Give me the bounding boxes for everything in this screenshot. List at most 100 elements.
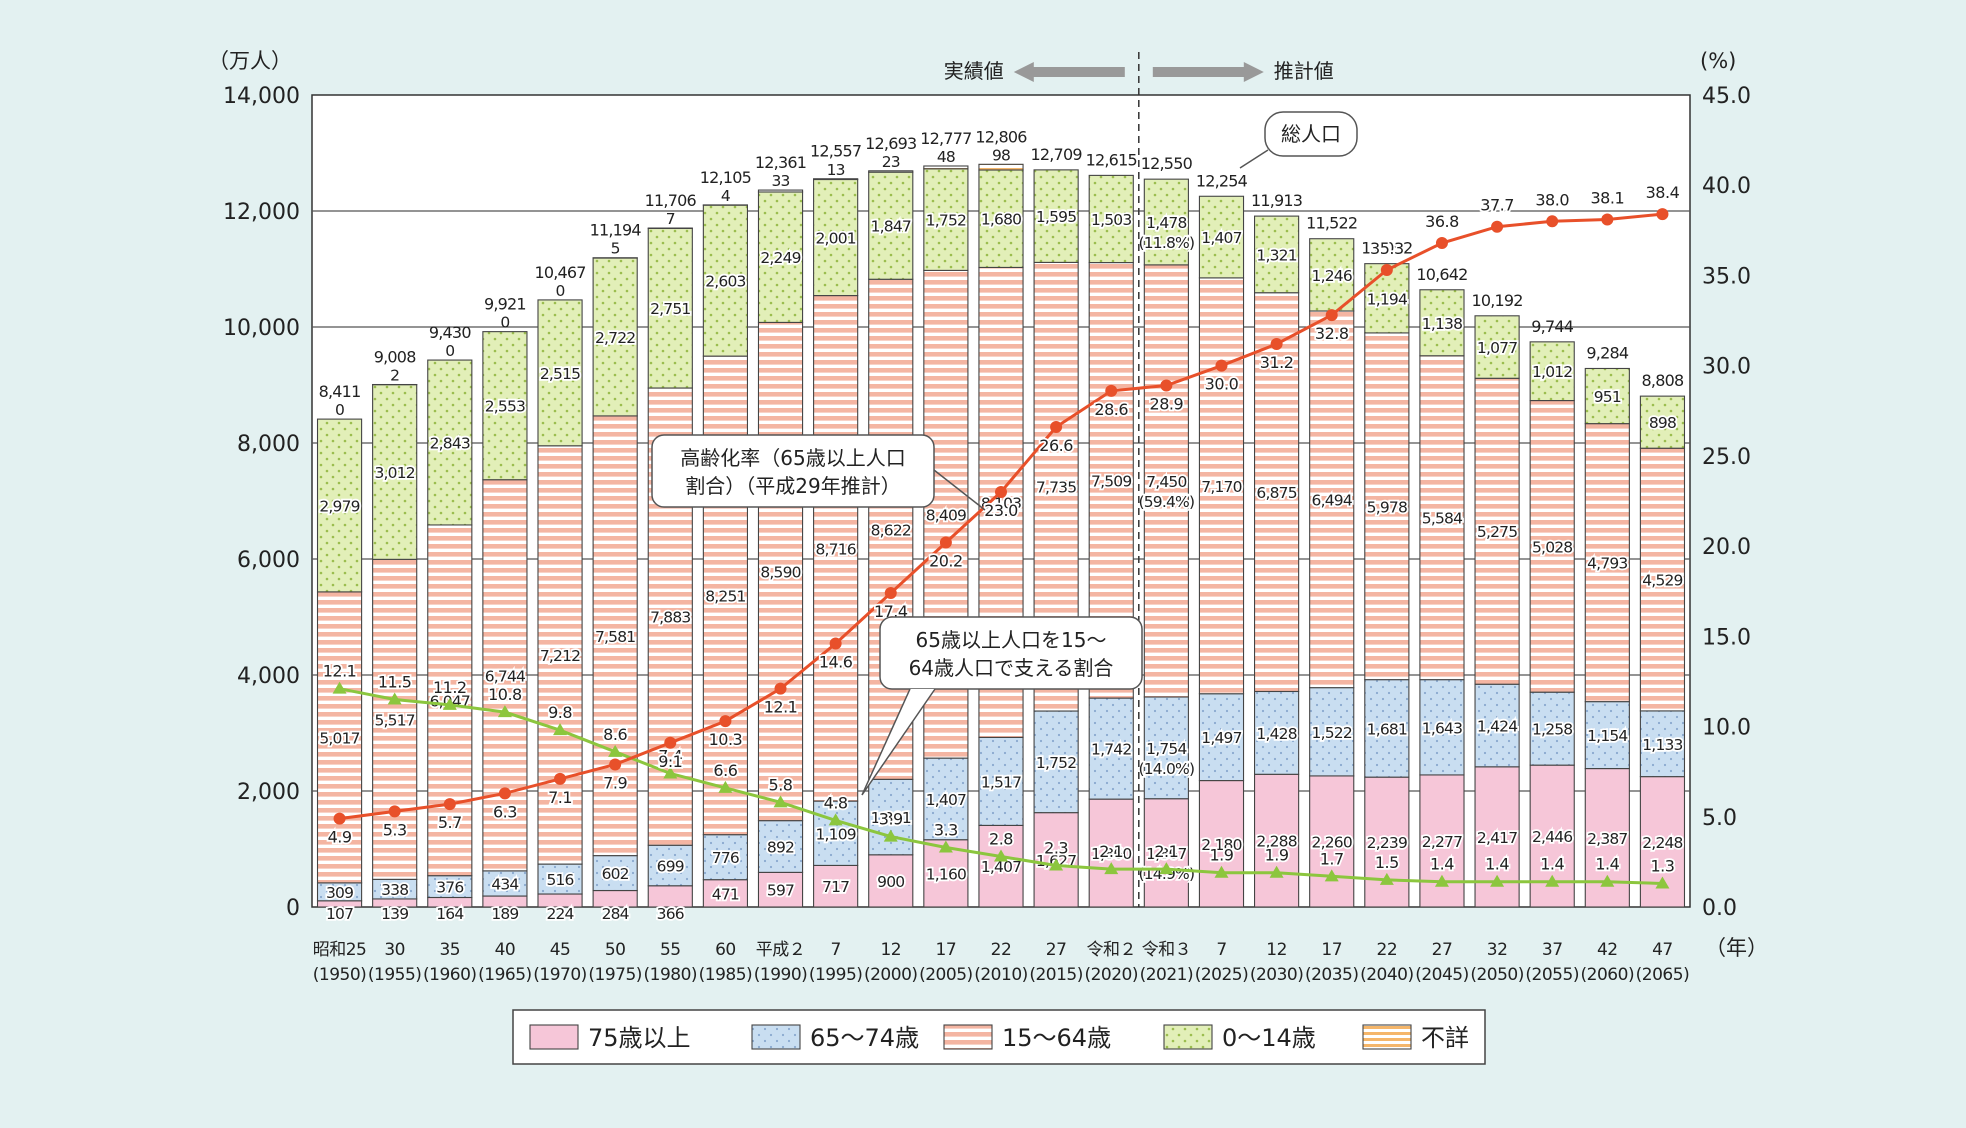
bar-label-s65: 516	[546, 871, 573, 889]
point-aging	[499, 787, 511, 799]
bar-label-s65: 1,497	[1201, 729, 1241, 747]
bar-label-s15: 6,744	[485, 667, 525, 685]
legend-label-s65: 65～74歳	[810, 1024, 919, 1052]
x-tick-era: 37	[1542, 940, 1563, 960]
bar-label-s15: 4,793	[1587, 555, 1627, 573]
point-label-support: 1.5	[1375, 853, 1399, 872]
point-aging	[1160, 380, 1172, 392]
point-label-aging: 28.9	[1150, 395, 1184, 414]
point-aging	[664, 737, 676, 749]
support-callout-text: 64歳人口で支える割合	[909, 656, 1114, 680]
total-label: 10,642	[1416, 265, 1467, 284]
bar-label-un: 7	[666, 210, 675, 228]
bar-label-un: 98	[992, 146, 1010, 164]
x-tick-era: 50	[605, 940, 626, 960]
point-aging	[1326, 309, 1338, 321]
bar-label-s0: 1,595	[1036, 208, 1076, 226]
x-tick-year: (2025)	[1195, 965, 1249, 985]
point-label-aging: 32.8	[1315, 324, 1349, 343]
bar-label-s75: 2,387	[1587, 830, 1627, 848]
bar-label-un: 48	[937, 148, 955, 166]
legend-swatch-s15	[944, 1025, 992, 1049]
point-aging	[775, 683, 787, 695]
bar-label-s75: 189	[491, 905, 518, 923]
point-label-support: 4.8	[824, 793, 848, 812]
bar-label-s75: 717	[822, 878, 849, 896]
total-label: 11,706	[645, 191, 697, 210]
bar-label-s0: 2,979	[319, 497, 359, 515]
point-label-aging: 26.6	[1039, 436, 1073, 455]
bar-label-s65: 376	[436, 879, 463, 897]
bar-label-s65: 1,428	[1256, 725, 1296, 743]
x-tick-year: (2045)	[1415, 965, 1469, 985]
point-label-support: 3.9	[879, 810, 903, 829]
point-label-aging: 7.9	[603, 773, 627, 792]
x-tick-era: 平成２	[756, 940, 806, 960]
y-right-tick: 30.0	[1702, 355, 1751, 380]
y-right-tick: 45.0	[1702, 84, 1751, 109]
bar-label-s15: 5,978	[1367, 498, 1407, 516]
x-tick-era: 27	[1432, 940, 1453, 960]
y-left-tick: 12,000	[223, 200, 300, 225]
bar-label-s0: 1,503	[1091, 211, 1131, 229]
bar-label-s0: 951	[1594, 388, 1621, 406]
x-tick-year: (2030)	[1250, 965, 1304, 985]
bar-label-s15: 5,028	[1532, 538, 1572, 556]
x-tick-era: 令和２	[1086, 940, 1136, 960]
bar-label-un: 5	[611, 240, 620, 258]
point-label-support: 11.2	[433, 678, 467, 697]
x-tick-year: (2055)	[1525, 965, 1579, 985]
legend-label-s75: 75歳以上	[588, 1024, 691, 1052]
x-tick-year: (2010)	[974, 965, 1028, 985]
bar-label-s0: 3,012	[374, 464, 414, 482]
bar-label-s65: 602	[602, 865, 629, 883]
point-label-support: 1.7	[1320, 849, 1344, 868]
bar-label-s0: 1,246	[1312, 267, 1352, 285]
point-label-aging: 36.8	[1425, 212, 1459, 231]
point-aging	[885, 587, 897, 599]
bar-label-un: 0	[556, 282, 565, 300]
bar-label-s75: 366	[657, 905, 684, 923]
point-label-aging: 38.4	[1646, 183, 1680, 202]
bar-label-un: 33	[771, 172, 789, 190]
x-tick-year: (1995)	[809, 965, 863, 985]
x-tick-era: 40	[495, 940, 516, 960]
bar-label-s15: 8,409	[926, 506, 966, 524]
bar-label-s0: 2,722	[595, 329, 635, 347]
point-label-support: 1.3	[1650, 857, 1674, 876]
x-tick-era: 55	[660, 940, 681, 960]
point-aging	[1491, 221, 1503, 233]
point-aging	[1105, 385, 1117, 397]
x-tick-year: (1950)	[313, 965, 367, 985]
x-tick-year: (1975)	[588, 965, 642, 985]
bar-un	[758, 190, 802, 192]
bar-label-s75: 2,417	[1477, 829, 1517, 847]
bar-sublabel-s15: (59.4%)	[1138, 493, 1194, 511]
bar-label-s15: 5,275	[1477, 523, 1517, 541]
x-tick-year: (2021)	[1140, 965, 1194, 985]
bar-label-s0: 1,680	[981, 211, 1021, 229]
x-tick-year: (2005)	[919, 965, 973, 985]
total-label: 11,522	[1306, 214, 1357, 233]
y-left-tick: 4,000	[237, 664, 300, 689]
x-tick-era: 12	[1266, 940, 1287, 960]
point-label-aging: 5.7	[438, 813, 462, 832]
bar-label-s15: 5,517	[374, 711, 414, 729]
bar-sublabel-s65: (14.0%)	[1138, 760, 1194, 778]
bar-label-un: 0	[500, 314, 509, 332]
bar-label-s75: 107	[326, 905, 353, 923]
point-label-aging: 38.1	[1591, 189, 1625, 208]
legend-swatch-s0	[1164, 1025, 1212, 1049]
y-left-tick: 14,000	[223, 84, 300, 109]
x-tick-year: (2020)	[1084, 965, 1138, 985]
point-label-support: 12.1	[323, 662, 357, 681]
legend-swatch-s65	[752, 1025, 800, 1049]
total-label: 12,777	[920, 129, 971, 148]
bar-label-s0: 2,001	[815, 230, 855, 248]
x-tick-era: 60	[715, 940, 736, 960]
x-tick-year: (2015)	[1029, 965, 1083, 985]
total-label: 8,411	[319, 382, 361, 401]
point-label-aging: 28.6	[1094, 400, 1128, 419]
estimate-label: 推計値	[1274, 59, 1334, 83]
